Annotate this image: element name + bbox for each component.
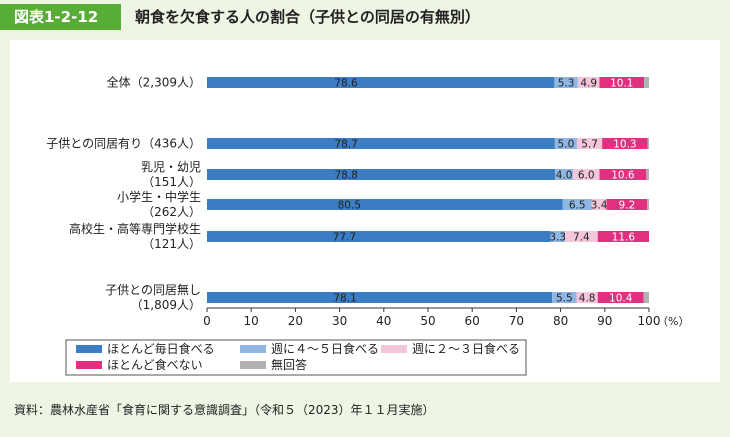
- data-label: 4.0: [556, 170, 573, 182]
- legend-box: [65, 339, 527, 376]
- data-label: 77.7: [333, 232, 356, 244]
- bar-segment: [552, 292, 577, 303]
- x-tick-label: 40: [376, 314, 391, 328]
- bar-segment: [207, 199, 563, 210]
- bar-segment: [562, 199, 592, 210]
- data-label: 80.5: [338, 200, 361, 212]
- legend-swatch: [240, 361, 266, 369]
- chart-panel: 0 10 20 30 40 50 60 70 80 90 100 （%） 全体（2,309人） 子供との同…: [10, 40, 720, 382]
- category-label: （1,809人）: [131, 298, 201, 312]
- x-tick-label: 60: [465, 314, 480, 328]
- x-tick-label: 10: [244, 314, 259, 328]
- bar-segment: [646, 169, 649, 180]
- bar-segment: [591, 199, 607, 210]
- bar-segment: [606, 199, 648, 210]
- data-label: 9.2: [619, 200, 636, 212]
- legend-label: 無回答: [271, 357, 307, 372]
- bar-segment: [647, 199, 649, 210]
- category-label: 子供との同居有り（436人）: [46, 137, 201, 151]
- data-label: 78.7: [334, 139, 357, 151]
- x-tick-label: 100: [638, 314, 661, 328]
- bar-segment: [207, 138, 555, 149]
- data-label: 4.9: [580, 78, 597, 90]
- data-label: 4.8: [579, 293, 596, 305]
- bar-segment: [207, 169, 556, 180]
- legend-label: ほとんど食べない: [107, 357, 203, 372]
- category-label: 子供との同居無し: [105, 282, 201, 297]
- bar-segment: [554, 138, 577, 149]
- data-label: 78.8: [335, 170, 358, 182]
- data-label: 78.1: [333, 293, 356, 305]
- bar-segment: [599, 77, 645, 88]
- stacked-bar-chart: 0 10 20 30 40 50 60 70 80 90 100（%） 全体（2,309人） 子供との同…: [46, 75, 689, 376]
- data-label: 10.1: [610, 78, 633, 90]
- data-label: 11.6: [612, 232, 636, 244]
- legend-swatch: [76, 361, 102, 369]
- x-tick-label: 20: [288, 314, 303, 328]
- bar-segment: [576, 138, 603, 149]
- source-note: 資料：農林水産省「食育に関する意識調査」（令和５（2023）年１１月実施）: [14, 403, 435, 417]
- category-label: 小学生・中学生: [117, 189, 201, 204]
- data-label: 5.7: [581, 139, 598, 151]
- bar-segment: [597, 231, 649, 242]
- data-label: 5.5: [556, 293, 573, 305]
- legend-swatch: [76, 345, 102, 353]
- bar-segment: [565, 231, 598, 242]
- x-tick-label: 50: [420, 314, 435, 328]
- legend-label: ほとんど毎日食べる: [107, 341, 215, 356]
- bar-segment: [207, 77, 555, 88]
- category-label: 全体（2,309人）: [107, 75, 201, 90]
- bar-segment: [554, 77, 578, 88]
- legend-swatch: [381, 345, 407, 353]
- legend-swatch: [240, 345, 266, 353]
- data-label: 3.4: [591, 200, 608, 212]
- data-label: 6.5: [569, 200, 586, 212]
- figure-badge: 図表1-2-12: [0, 4, 121, 30]
- x-tick-label: 0: [203, 314, 211, 328]
- bar-segment: [647, 138, 649, 149]
- data-label: 5.0: [558, 139, 575, 151]
- bar-segment: [599, 169, 647, 180]
- data-label: 3.3: [549, 232, 566, 244]
- data-label: 10.6: [611, 170, 635, 182]
- category-label: （262人）: [142, 205, 201, 219]
- data-label: 10.4: [609, 293, 633, 305]
- category-label: 乳児・幼児: [141, 160, 201, 174]
- bar-segment: [555, 169, 573, 180]
- bar-segment: [207, 231, 551, 242]
- bar-segment: [577, 77, 600, 88]
- x-axis-unit: （%）: [657, 315, 689, 328]
- bar-segment: [576, 292, 598, 303]
- x-tick-label: 90: [597, 314, 612, 328]
- header: 図表1-2-12 朝食を欠食する人の割合（子供との同居の有無別）: [0, 0, 730, 34]
- category-label: （151人）: [142, 175, 201, 189]
- category-label: 高校生・高等専門学校生: [69, 221, 201, 236]
- data-label: 5.3: [558, 78, 575, 90]
- data-label: 10.3: [613, 139, 636, 151]
- category-label: （121人）: [142, 237, 201, 251]
- bar-segment: [602, 138, 648, 149]
- chart-title: 朝食を欠食する人の割合（子供との同居の有無別）: [135, 8, 480, 26]
- x-tick-label: 80: [553, 314, 568, 328]
- data-label: 7.4: [573, 232, 590, 244]
- x-tick-label: 30: [332, 314, 347, 328]
- bar-segment: [597, 292, 644, 303]
- bar-segment: [644, 77, 649, 88]
- bar-segment: [572, 169, 600, 180]
- data-label: 6.0: [578, 170, 595, 182]
- legend-label: 週に２～３日食べる: [412, 341, 520, 356]
- bar-segment: [207, 292, 553, 303]
- x-tick-label: 70: [509, 314, 524, 328]
- bar-segment: [643, 292, 649, 303]
- data-label: 78.6: [334, 78, 358, 90]
- legend-label: 週に４～５日食べる: [271, 341, 379, 356]
- bar-segment: [550, 231, 566, 242]
